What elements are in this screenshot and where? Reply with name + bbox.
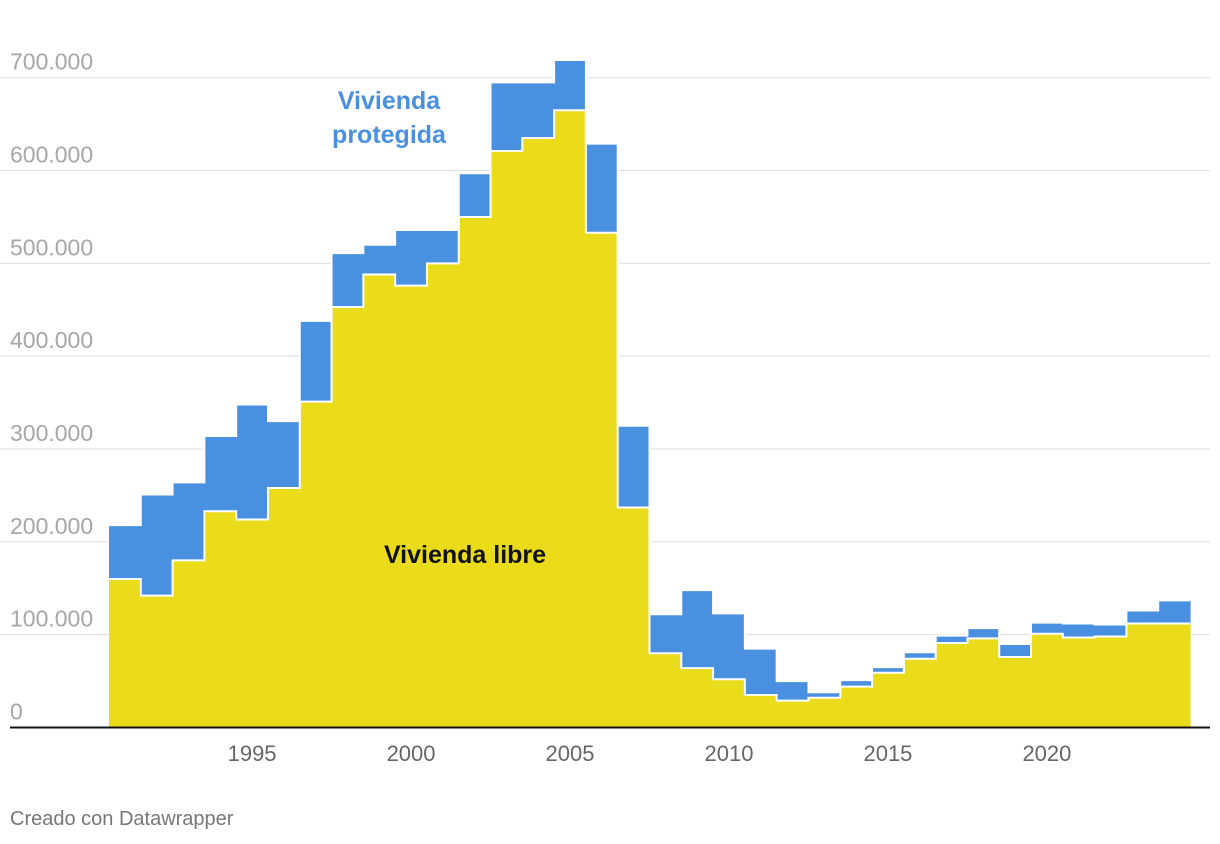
- bar-protegida-1998: [331, 253, 364, 307]
- bar-libre-2023: [1126, 623, 1159, 728]
- bar-protegida-1991: [109, 525, 142, 579]
- bar-protegida-1999: [363, 244, 396, 275]
- bar-protegida-2019: [999, 643, 1032, 657]
- label-vivienda-protegida-0: Vivienda: [338, 87, 441, 115]
- x-tick-1995: 1995: [228, 741, 277, 766]
- bar-libre-2017: [935, 643, 969, 728]
- bar-libre-1996: [267, 488, 301, 728]
- bar-libre-2022: [1094, 636, 1128, 728]
- x-tick-2015: 2015: [863, 741, 912, 766]
- bar-libre-2005: [554, 110, 587, 728]
- bar-libre-2024: [1158, 623, 1191, 728]
- bar-libre-2013: [808, 697, 841, 728]
- x-tick-2020: 2020: [1022, 741, 1071, 766]
- bar-libre-2020: [1031, 633, 1064, 728]
- bar-protegida-2015: [872, 667, 905, 673]
- bar-protegida-2005: [554, 60, 587, 111]
- y-tick-100000: 100.000: [10, 606, 93, 632]
- x-tick-2010: 2010: [705, 741, 754, 766]
- y-tick-200000: 200.000: [10, 513, 93, 539]
- bar-libre-2018: [967, 638, 1000, 728]
- bar-libre-1994: [204, 511, 237, 728]
- bar-protegida-2018: [967, 628, 1000, 639]
- bar-libre-2011: [744, 695, 778, 728]
- x-tick-2005: 2005: [546, 741, 595, 766]
- line-total: [109, 59, 1190, 694]
- bar-protegida-2009: [681, 590, 714, 669]
- label-vivienda-libre: Vivienda libre: [384, 541, 546, 569]
- bar-protegida-2014: [840, 680, 873, 687]
- bar-protegida-2011: [744, 648, 778, 696]
- bar-protegida-1992: [140, 494, 174, 596]
- bar-protegida-1996: [267, 421, 301, 489]
- bar-libre-2015: [872, 672, 905, 728]
- bar-libre-1991: [109, 578, 142, 728]
- bar-libre-1998: [331, 306, 364, 728]
- y-axis-labels: 0 100.000 200.000 300.000 400.000 500.000 600.…: [10, 49, 93, 725]
- label-vivienda-protegida-1: protegida: [332, 121, 447, 149]
- bar-protegida-2017: [935, 635, 969, 644]
- bar-protegida-2016: [903, 652, 937, 659]
- bar-protegida-2007: [617, 425, 651, 508]
- bar-libre-1997: [299, 401, 333, 728]
- bar-libre-1995: [236, 519, 269, 728]
- bar-protegida-1994: [204, 436, 237, 512]
- bar-libre-2016: [903, 658, 937, 728]
- bar-protegida-2021: [1062, 623, 1096, 638]
- bar-libre-2006: [585, 232, 619, 728]
- y-tick-400000: 400.000: [10, 327, 93, 353]
- bar-protegida-2004: [522, 82, 555, 139]
- x-tick-2000: 2000: [387, 741, 436, 766]
- bar-libre-2001: [426, 263, 460, 728]
- bar-protegida-2000: [395, 229, 428, 286]
- y-tick-500000: 500.000: [10, 234, 93, 260]
- bar-libre-2021: [1062, 637, 1096, 728]
- series-annotations: Vivienda protegida Vivienda libre: [332, 87, 546, 569]
- bar-libre-2004: [522, 138, 555, 728]
- bar-protegida-2013: [808, 692, 841, 698]
- stacked-area-layer: [109, 59, 1191, 728]
- y-tick-600000: 600.000: [10, 142, 93, 168]
- bar-protegida-2010: [713, 613, 746, 680]
- bar-libre-2014: [840, 686, 873, 728]
- bar-protegida-2020: [1031, 622, 1064, 634]
- bar-libre-2008: [649, 653, 682, 728]
- y-tick-700000: 700.000: [10, 49, 93, 75]
- bar-libre-1999: [363, 274, 396, 728]
- y-tick-300000: 300.000: [10, 420, 93, 446]
- bar-protegida-1995: [236, 404, 269, 520]
- bar-protegida-2022: [1094, 624, 1128, 637]
- bar-libre-1993: [172, 560, 205, 728]
- bar-protegida-2002: [458, 173, 492, 217]
- bar-protegida-2024: [1158, 600, 1191, 624]
- bar-libre-2009: [681, 668, 714, 728]
- bar-protegida-2008: [649, 614, 682, 654]
- bar-protegida-1997: [299, 320, 333, 402]
- bar-libre-2012: [776, 700, 810, 728]
- bar-protegida-2003: [490, 82, 523, 152]
- bar-libre-1992: [140, 595, 174, 728]
- bar-protegida-2006: [585, 143, 619, 233]
- bar-libre-2019: [999, 656, 1032, 728]
- bar-libre-2002: [458, 216, 492, 728]
- bar-libre-2003: [490, 151, 523, 728]
- datawrapper-credit: Creado con Datawrapper: [10, 808, 234, 830]
- bar-libre-2007: [617, 507, 651, 728]
- x-axis-labels: 1995 2000 2005 2010 2015 2020: [228, 741, 1072, 766]
- bar-protegida-1993: [172, 482, 205, 561]
- bar-protegida-2023: [1126, 610, 1159, 624]
- bar-libre-2000: [395, 285, 428, 728]
- bar-libre-2010: [713, 679, 746, 728]
- bar-protegida-2012: [776, 681, 810, 701]
- y-tick-0: 0: [10, 699, 23, 725]
- bar-protegida-2001: [426, 229, 460, 264]
